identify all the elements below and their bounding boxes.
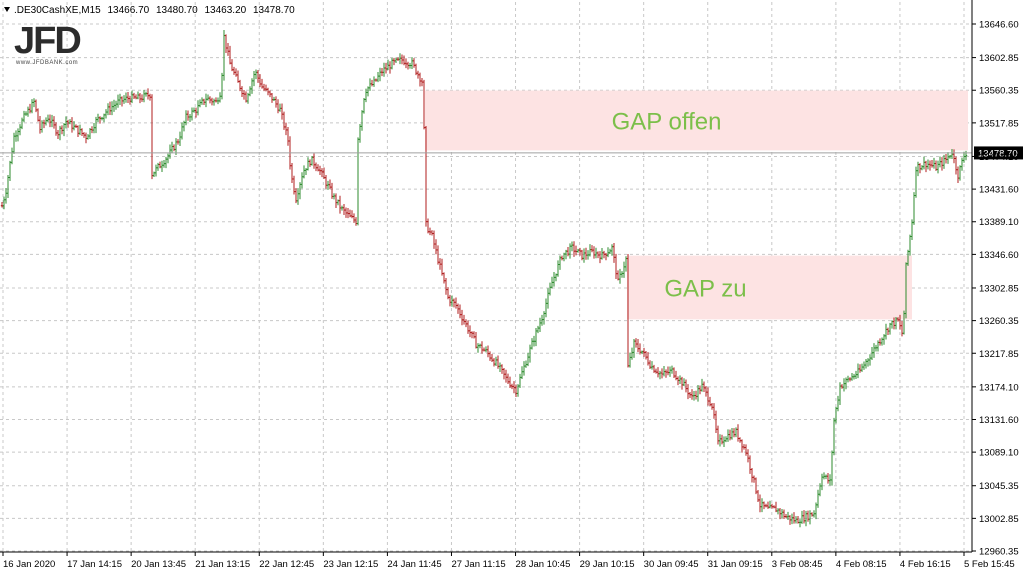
last-price-label: 13478.70 bbox=[978, 148, 1018, 159]
x-tick-label: 31 Jan 09:15 bbox=[708, 559, 763, 570]
y-tick-label: 13646.60 bbox=[979, 20, 1019, 31]
chevron-down-icon[interactable] bbox=[4, 7, 10, 12]
logo-mark: JFD bbox=[14, 20, 82, 62]
high-value: 13480.70 bbox=[156, 5, 198, 16]
x-tick-label: 30 Jan 09:45 bbox=[644, 559, 699, 570]
gap-label: GAP offen bbox=[612, 108, 722, 135]
y-tick-label: 13517.85 bbox=[979, 118, 1019, 129]
y-tick-label: 12960.35 bbox=[979, 547, 1019, 558]
y-tick-label: 13302.85 bbox=[979, 283, 1019, 294]
y-tick-label: 13346.60 bbox=[979, 250, 1019, 261]
gap-zone bbox=[425, 90, 968, 151]
x-tick-label: 20 Jan 13:45 bbox=[131, 559, 186, 570]
x-tick-label: 23 Jan 12:15 bbox=[323, 559, 378, 570]
y-tick-label: 13002.85 bbox=[979, 514, 1019, 525]
low-value: 13463.20 bbox=[204, 5, 247, 16]
x-tick-label: 27 Jan 11:15 bbox=[451, 559, 505, 570]
gap-zone bbox=[627, 255, 912, 320]
symbol-ohlc-header: .DE30CashXE,M15 13466.70 13480.70 13463.… bbox=[4, 5, 299, 16]
y-tick-label: 13131.60 bbox=[979, 415, 1019, 426]
open-value: 13466.70 bbox=[107, 5, 150, 16]
y-tick-label: 13045.35 bbox=[979, 481, 1019, 492]
logo-url: www.JFDBANK.com bbox=[16, 60, 79, 66]
y-tick-label: 13474.10 bbox=[979, 152, 1019, 163]
x-tick-label: 4 Feb 08:15 bbox=[836, 559, 887, 570]
last-price-tag bbox=[974, 146, 1023, 160]
close-value: 13478.70 bbox=[253, 5, 295, 16]
x-tick-label: 5 Feb 15:45 bbox=[964, 559, 1015, 570]
x-tick-label: 22 Jan 12:45 bbox=[259, 559, 314, 570]
y-tick-label: 13560.35 bbox=[979, 86, 1019, 97]
y-tick-label: 13602.85 bbox=[979, 53, 1019, 64]
y-tick-label: 13217.85 bbox=[979, 349, 1019, 360]
x-tick-label: 17 Jan 14:15 bbox=[67, 559, 122, 570]
x-tick-label: 16 Jan 2020 bbox=[3, 559, 55, 570]
x-tick-label: 29 Jan 10:15 bbox=[580, 559, 635, 570]
last-price-line: 13478.70 bbox=[0, 146, 1023, 160]
x-tick-label: 28 Jan 10:45 bbox=[516, 559, 571, 570]
x-tick-label: 24 Jan 11:45 bbox=[387, 559, 441, 570]
x-tick-label: 21 Jan 13:15 bbox=[195, 559, 250, 570]
gap-zones: GAP offen GAP zu bbox=[425, 90, 968, 320]
x-tick-label: 3 Feb 08:45 bbox=[772, 559, 823, 570]
jfd-logo: JFD www.JFDBANK.com bbox=[14, 20, 82, 66]
x-tick-label: 4 Feb 16:15 bbox=[900, 559, 951, 570]
gap-label: GAP zu bbox=[664, 275, 746, 302]
y-tick-label: 13089.10 bbox=[979, 448, 1019, 459]
y-tick-label: 13260.35 bbox=[979, 316, 1019, 327]
y-tick-label: 13431.60 bbox=[979, 185, 1019, 196]
symbol-label: .DE30CashXE,M15 bbox=[14, 5, 101, 16]
y-tick-label: 13174.10 bbox=[979, 382, 1019, 393]
y-tick-label: 13389.10 bbox=[979, 217, 1019, 228]
price-bars bbox=[0, 29, 968, 528]
